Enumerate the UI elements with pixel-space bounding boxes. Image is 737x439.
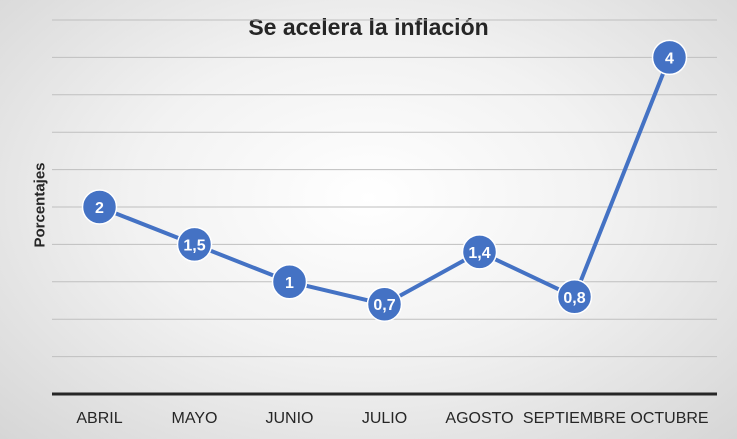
data-point bbox=[461, 234, 498, 270]
x-tick-label: OCTUBRE bbox=[630, 410, 708, 427]
data-label: 0,7 bbox=[373, 297, 395, 314]
data-label: 1,5 bbox=[183, 237, 205, 254]
data-label: 2 bbox=[95, 200, 104, 217]
x-tick-label: SEPTIEMBRE bbox=[523, 410, 626, 427]
data-point bbox=[556, 279, 593, 315]
data-point bbox=[651, 39, 688, 76]
x-tick-label: JUNIO bbox=[266, 410, 314, 427]
data-point bbox=[366, 286, 403, 322]
data-point bbox=[271, 264, 308, 300]
x-tick-label: AGOSTO bbox=[445, 410, 513, 427]
data-label: 1 bbox=[285, 275, 294, 292]
x-tick-label: JULIO bbox=[362, 410, 407, 427]
data-label: 1,4 bbox=[468, 245, 490, 262]
chart-title: Se acelera la inflación bbox=[248, 14, 489, 40]
x-tick-label: ABRIL bbox=[76, 410, 122, 427]
data-label: 0,8 bbox=[563, 290, 585, 307]
data-label: 4 bbox=[665, 50, 674, 67]
data-point bbox=[81, 189, 118, 225]
data-point bbox=[176, 226, 213, 263]
x-tick-label: MAYO bbox=[172, 410, 218, 427]
